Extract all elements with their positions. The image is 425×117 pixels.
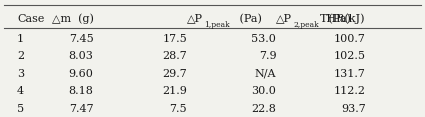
Text: 8.18: 8.18: [68, 86, 94, 96]
Text: 17.5: 17.5: [162, 34, 187, 44]
Text: 112.2: 112.2: [334, 86, 366, 96]
Text: 29.7: 29.7: [162, 69, 187, 79]
Text: 7.9: 7.9: [259, 51, 276, 61]
Text: (Pa): (Pa): [236, 14, 262, 24]
Text: 102.5: 102.5: [334, 51, 366, 61]
Text: 100.7: 100.7: [334, 34, 366, 44]
Text: 22.8: 22.8: [251, 104, 276, 114]
Text: 28.7: 28.7: [162, 51, 187, 61]
Text: △P: △P: [187, 14, 203, 24]
Text: △P: △P: [276, 14, 292, 24]
Text: THR(kJ): THR(kJ): [320, 13, 366, 24]
Text: △m  (g): △m (g): [51, 13, 94, 24]
Text: 93.7: 93.7: [341, 104, 366, 114]
Text: 1,peak: 1,peak: [204, 21, 230, 29]
Text: N/A: N/A: [255, 69, 276, 79]
Text: 131.7: 131.7: [334, 69, 366, 79]
Text: 7.47: 7.47: [69, 104, 94, 114]
Text: 7.5: 7.5: [170, 104, 187, 114]
Text: 5: 5: [17, 104, 24, 114]
Text: 21.9: 21.9: [162, 86, 187, 96]
Text: 9.60: 9.60: [68, 69, 94, 79]
Text: 3: 3: [17, 69, 24, 79]
Text: 4: 4: [17, 86, 24, 96]
Text: 7.45: 7.45: [69, 34, 94, 44]
Text: 30.0: 30.0: [251, 86, 276, 96]
Text: 8.03: 8.03: [68, 51, 94, 61]
Text: Case: Case: [17, 14, 44, 24]
Text: 2: 2: [17, 51, 24, 61]
Text: 2,peak: 2,peak: [293, 21, 319, 29]
Text: 53.0: 53.0: [251, 34, 276, 44]
Text: 1: 1: [17, 34, 24, 44]
Text: (Pa): (Pa): [325, 14, 351, 24]
